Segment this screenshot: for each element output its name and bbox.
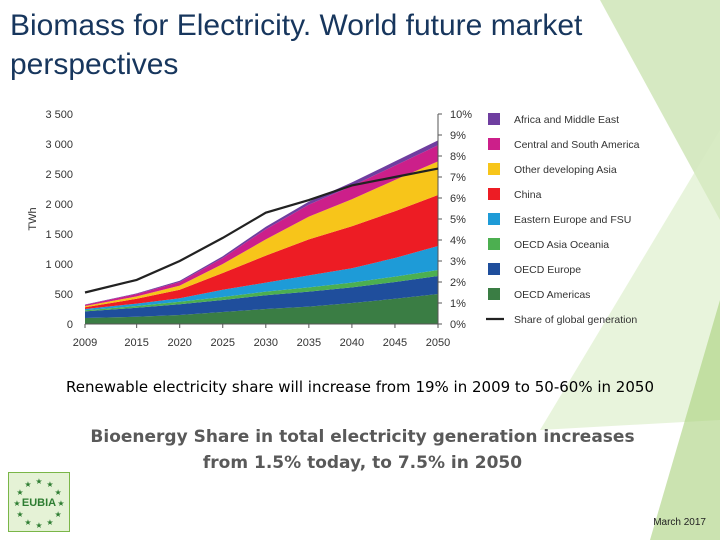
y2-tick-label: 3% xyxy=(450,256,466,268)
legend-swatch xyxy=(488,288,500,300)
eu-star: ★ xyxy=(46,518,53,527)
eu-star: ★ xyxy=(54,488,61,497)
area-china xyxy=(85,195,438,309)
eu-star: ★ xyxy=(46,480,53,489)
footer-date: March 2017 xyxy=(653,517,706,528)
y2-tick-label: 1% xyxy=(450,298,466,310)
eu-star: ★ xyxy=(35,477,42,486)
legend-swatch xyxy=(488,213,500,225)
y-tick-label: 0 xyxy=(67,319,73,331)
y2-tick-label: 2% xyxy=(450,277,466,289)
y-tick-label: 2 000 xyxy=(45,199,73,211)
bioenergy-chart: 0 500 1 000 1 500 2 000 2 500 3 000 3 500 0% 1% 2%… xyxy=(27,109,640,349)
legend-label: Eastern Europe and FSU xyxy=(514,214,631,226)
eubia-logo: ★ ★ ★ ★ ★ ★ ★ ★ ★ ★ ★ ★ EUBIA xyxy=(8,472,70,532)
x-tick-label: 2009 xyxy=(73,337,97,349)
y-tick-label: 3 500 xyxy=(45,109,73,121)
x-tick-label: 2035 xyxy=(297,337,321,349)
y2-tick-label: 10% xyxy=(450,109,472,121)
legend-label: OECD Europe xyxy=(514,264,581,276)
eu-star: ★ xyxy=(16,510,23,519)
renewable-share-caption: Renewable electricity share will increas… xyxy=(66,378,654,396)
eu-star: ★ xyxy=(24,480,31,489)
eubia-logo-text: EUBIA xyxy=(22,497,56,509)
slide-title: Biomass for Electricity. World future ma… xyxy=(10,9,583,81)
area-oecd-europe xyxy=(85,276,438,318)
area-oecd-americas xyxy=(85,294,438,324)
y2-tick-label: 4% xyxy=(450,235,466,247)
y2-tick-label: 8% xyxy=(450,151,466,163)
x-tick-label: 2030 xyxy=(254,337,278,349)
y-tick-label: 2 500 xyxy=(45,169,73,181)
y-tick-label: 500 xyxy=(55,289,73,301)
legend-swatch xyxy=(488,163,500,175)
legend-swatch xyxy=(488,238,500,250)
legend-swatch xyxy=(488,263,500,275)
share-of-global-generation-line xyxy=(84,167,439,294)
decorative-triangle-1 xyxy=(600,0,720,220)
y-axis-label: TWh xyxy=(27,207,39,230)
y2-tick-label: 6% xyxy=(450,193,466,205)
legend-label: China xyxy=(514,189,542,201)
legend-label: Share of global generation xyxy=(514,314,637,326)
legend-label: Other developing Asia xyxy=(514,164,617,176)
y-tick-label: 1 500 xyxy=(45,229,73,241)
y2-tick-label: 7% xyxy=(450,172,466,184)
eu-star: ★ xyxy=(16,488,23,497)
y-tick-label: 1 000 xyxy=(45,259,73,271)
x-tick-label: 2045 xyxy=(383,337,407,349)
legend-label: OECD Americas xyxy=(514,289,590,301)
area-eastern-europe-and-fsu xyxy=(85,246,438,311)
decorative-triangle-3 xyxy=(650,300,720,540)
x-tick-label: 2040 xyxy=(340,337,364,349)
bioenergy-share-caption: Bioenergy Share in total electricity gen… xyxy=(90,427,635,473)
y-tick-label: 3 000 xyxy=(45,139,73,151)
legend-label: Africa and Middle East xyxy=(514,114,619,126)
x-tick-label: 2020 xyxy=(167,337,191,349)
legend-label: Central and South America xyxy=(514,139,640,151)
x-tick-label: 2050 xyxy=(426,337,450,349)
eu-star: ★ xyxy=(57,499,64,508)
legend-swatch xyxy=(488,188,500,200)
legend-swatch xyxy=(488,138,500,150)
decorative-triangle-2 xyxy=(540,130,720,430)
x-tick-label: 2015 xyxy=(124,337,148,349)
y2-tick-label: 9% xyxy=(450,130,466,142)
legend-swatch xyxy=(488,113,500,125)
eu-stars-ring: ★★★★★★★★★ ★ ★★ xyxy=(13,477,64,530)
eubia-logo-graphic: ★★★★★★★★★ ★ ★★ EUBIA xyxy=(13,477,64,530)
y2-tick-label: 0% xyxy=(450,319,466,331)
eu-star: ★ xyxy=(54,510,61,519)
y2-tick-label: 5% xyxy=(450,214,466,226)
x-tick-label: 2025 xyxy=(211,337,235,349)
legend-label: OECD Asia Oceania xyxy=(514,239,609,251)
eu-star: ★ xyxy=(13,499,20,508)
eu-star: ★ xyxy=(24,518,31,527)
eu-star: ★ xyxy=(35,521,42,530)
